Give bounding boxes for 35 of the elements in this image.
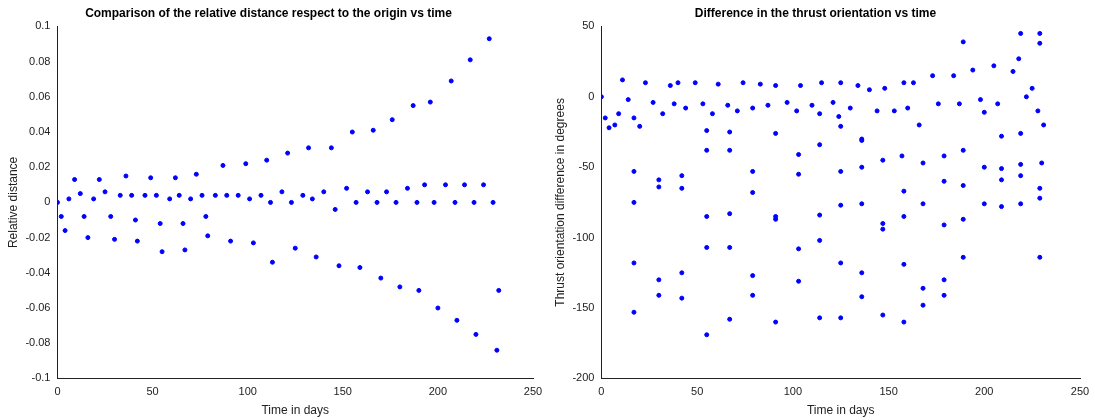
y-tick-label: 0 bbox=[44, 195, 51, 208]
x-tick-label: 150 bbox=[333, 385, 352, 398]
x-axis-title: Time in days bbox=[806, 403, 875, 418]
y-tick-label: 0.06 bbox=[29, 89, 51, 102]
x-axis-title: Time in days bbox=[261, 403, 330, 418]
y-tick-label: -50 bbox=[578, 160, 595, 173]
y-tick-label: -150 bbox=[572, 301, 595, 314]
x-tick-label: 250 bbox=[523, 385, 543, 398]
x-tick-label: 200 bbox=[428, 385, 448, 398]
x-tick-label: 250 bbox=[1070, 385, 1090, 398]
y-axis-title: Relative distance bbox=[5, 156, 20, 249]
y-tick-label: -0.02 bbox=[25, 230, 51, 243]
y-tick-label: -0.08 bbox=[25, 336, 51, 349]
x-tick-label: 150 bbox=[879, 385, 898, 398]
y-tick-label: 50 bbox=[582, 19, 595, 32]
x-tick-label: 100 bbox=[783, 385, 803, 398]
chart-title: Difference in the thrust orientation vs time bbox=[694, 5, 937, 20]
y-tick-label: -0.06 bbox=[25, 301, 51, 314]
y-tick-label: 0.08 bbox=[29, 54, 51, 67]
x-tick-label: 200 bbox=[975, 385, 994, 398]
y-tick-label: 0.02 bbox=[29, 160, 51, 173]
x-tick-label: 0 bbox=[598, 385, 605, 398]
chart-title: Comparison of the relative distance respect to the origin vs time bbox=[85, 5, 453, 20]
y-tick-label: 0 bbox=[588, 89, 595, 102]
x-tick-label: 100 bbox=[238, 385, 257, 398]
y-tick-label: 0.1 bbox=[35, 19, 51, 32]
y-tick-label: -100 bbox=[572, 230, 595, 243]
y-tick-label: -0.1 bbox=[31, 371, 51, 384]
y-tick-label: -0.04 bbox=[25, 265, 51, 278]
x-tick-label: 50 bbox=[691, 385, 704, 398]
y-tick-label: 0.04 bbox=[29, 125, 51, 138]
y-axis-title: Thrust orientation difference in degrees bbox=[552, 98, 567, 307]
y-tick-label: -200 bbox=[572, 371, 595, 384]
x-tick-label: 50 bbox=[146, 385, 159, 398]
x-tick-label: 0 bbox=[54, 385, 61, 398]
